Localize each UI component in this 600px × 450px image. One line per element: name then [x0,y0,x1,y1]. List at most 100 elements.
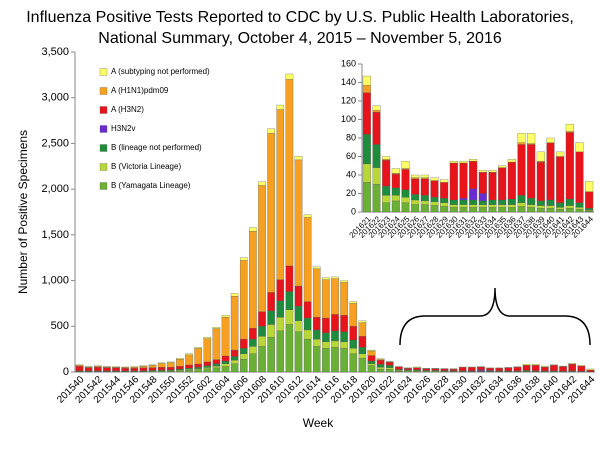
bracket [399,287,591,346]
bar-segment [349,301,358,304]
x-axis-label: Week [303,416,334,430]
bar-segment [477,369,485,371]
bar-segment [249,338,257,347]
bar-segment [556,151,565,157]
bar-segment [372,167,381,185]
bar-segment [221,355,230,362]
bar-segment [285,291,294,310]
bar-segment [194,367,202,369]
bar-segment [312,268,321,318]
bar-segment [176,366,184,370]
bar-segment [212,367,221,373]
y-tick-label: 500 [51,320,69,332]
bar-segment [401,197,410,203]
bar-segment [391,168,400,174]
bar-segment [469,188,478,201]
bar-segment [527,197,536,205]
bar-segment [312,316,321,331]
bar-segment [267,337,275,373]
bar-segment [495,367,504,371]
bar-segment [507,207,516,213]
legend-swatch [99,125,108,133]
bar-segment [322,348,330,373]
bar-segment [221,363,230,367]
bar-segment [536,208,545,213]
bar-segment [267,133,275,293]
bar-segment [478,200,487,205]
bar-segment [230,363,239,373]
bar-segment [411,174,420,178]
bar-segment [478,170,487,173]
bar-segment [565,208,574,213]
bar-segment [221,366,230,373]
bar-segment [303,301,312,319]
y-tick-label: 3,000 [41,92,69,104]
bar-segment [258,181,266,186]
bar-segment [212,363,221,367]
bar-segment [358,353,367,359]
bar-segment [382,185,391,196]
bar-segment [358,336,367,348]
bar-segment [230,356,239,361]
bar-segment [385,367,394,370]
bar-segment [322,332,330,342]
bar-segment [391,200,400,213]
bar-segment [322,341,330,349]
bar-segment [139,366,148,369]
bar-segment [230,359,239,364]
bar-segment [468,367,476,371]
legend-label: A (H3N2) [111,105,144,114]
bar-segment [401,160,410,169]
bar-segment [331,347,339,373]
bar-segment [139,367,148,371]
bar-segment [148,364,157,366]
bar-segment [527,133,536,144]
bar-segment [527,207,536,213]
bar-segment [546,199,555,206]
bar-segment [340,348,348,373]
y-tick-label: 2,500 [41,137,69,149]
bar-segment [376,367,385,370]
legend-label: B (lineage not performed) [111,143,202,152]
bar-segment [362,163,371,183]
bar-segment [522,364,531,366]
y-tick-label: 1,500 [41,229,69,241]
bar-segment [382,156,391,160]
chart-title: Influenza Positive Tests Reported to CDC… [26,9,574,26]
legend-swatch [99,87,108,95]
y-tick-label: 0 [351,206,356,216]
y-tick-label: 1,000 [41,274,69,286]
bar-segment [391,195,400,202]
legend-swatch [99,106,108,114]
bar-segment [276,316,285,332]
bar-segment [575,209,584,213]
bar-segment [267,324,275,338]
bar-segment [517,133,526,143]
bar-segment [404,368,412,370]
bar-segment [294,156,303,161]
bar-segment [556,209,565,213]
bar-segment [157,362,166,364]
bar-segment [121,368,129,372]
bar-segment [469,160,478,190]
bar-segment [362,75,371,86]
bar-segment [440,182,449,199]
bar-segment [267,292,275,311]
bar-segment [477,366,485,370]
bar-segment [340,282,348,316]
y-tick-label: 20 [346,188,356,198]
bar-segment [75,364,84,366]
bar-segment [112,366,120,368]
bar-segment [258,336,266,347]
bar-segment [249,227,257,232]
bar-segment [575,207,584,210]
bar-segment [203,367,212,369]
bar-segment [546,205,555,209]
bar-segment [565,123,574,132]
bar-segment [382,195,391,203]
bar-segment [449,162,458,201]
bar-segment [517,206,526,213]
bar-segment [331,330,339,342]
bar-segment [541,366,549,372]
